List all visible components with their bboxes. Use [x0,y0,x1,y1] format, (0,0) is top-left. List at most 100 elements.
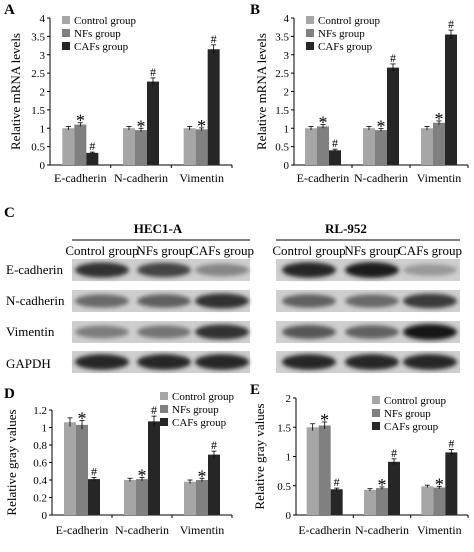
western-blot-panel: HEC1-A RL-952 Control group NFs group CA… [6,221,462,373]
bar-d [184,481,196,515]
significance-hash-b: # [448,17,454,31]
y-tick-label-d: 0.6 [33,458,47,470]
bar-d [196,480,208,515]
legend-label-d: CAFs group [172,417,227,429]
bar-d [148,421,160,515]
blot-band-hec1a [195,354,249,370]
chart-d: 0 0.2 0.4 0.6 0.8 1 1.2 Relative gray values E-c… [4,391,235,537]
y-tick-label-a: 3 [40,50,46,62]
bar-e [306,427,319,515]
y-tick-label-b: 1 [284,123,290,135]
lane-label-hec1a-cafs: CAFs group [190,243,254,258]
panel-letter-a: A [4,2,15,18]
blot-band-hec1a [75,262,129,278]
significance-hash-a: # [150,65,156,79]
blot-cell-line-hec1a: HEC1-A [134,221,183,236]
blot-band-rl952 [403,264,457,276]
y-tick-label-a: 2.5 [31,68,45,80]
bar-b [433,122,445,165]
significance-star-b: * [435,109,444,129]
blot-band-rl952 [282,325,336,339]
significance-star-d: * [78,409,87,429]
chart-e: 0 0.5 1 1.5 2 Relative gray values E-cadherin *… [252,393,469,537]
significance-hash-a: # [211,32,217,46]
bar-e [421,486,434,515]
blot-band-hec1a [75,325,129,339]
x-tick-label-a: E-cadherin [54,171,107,185]
y-tick-label-a: 1.5 [31,105,45,117]
bar-b [421,128,433,165]
blot-band-rl952 [345,294,399,308]
blot-band-hec1a [137,262,191,278]
legend-swatch-b [306,29,314,37]
legend-swatch-a [62,29,70,37]
y-tick-label-e: 0.5 [277,481,291,493]
significance-hash-a: # [89,139,95,153]
bar-d [208,454,220,515]
bar-a [183,128,196,165]
y-tick-label-d: 1 [42,423,48,435]
bar-a [147,81,159,165]
legend-swatch-e [372,409,380,417]
legend-swatch-b [306,16,314,24]
significance-hash-b: # [390,51,396,65]
bar-b [329,150,341,165]
y-tick-label-e: 0 [286,510,292,522]
x-tick-label-d: E-cadherin [56,523,109,537]
blot-band-rl952 [345,325,399,339]
significance-hash-e: # [334,475,340,489]
blot-band-rl952 [345,262,399,278]
significance-hash-b: # [332,136,338,150]
y-tick-label-b: 2.5 [275,68,289,80]
x-tick-label-a: N-cadherin [114,171,168,185]
y-axis-label-a: Relative mRNA levels [8,33,23,150]
blot-band-rl952 [282,294,336,308]
y-tick-label-a: 1 [40,123,46,135]
x-tick-label-a: Vimentin [179,171,224,185]
significance-hash-d: # [151,403,157,417]
x-tick-label-e: Vimentin [417,523,462,537]
legend-swatch-e [372,422,380,430]
bar-d [88,479,100,515]
blot-bands [72,259,460,373]
panel-letter-e: E [250,382,260,398]
legend-label-a: CAFs group [74,41,129,53]
y-tick-label-a: 4 [40,13,46,25]
bar-d [124,480,136,515]
y-tick-label-e: 1 [286,452,292,464]
significance-hash-d: # [211,438,217,452]
blot-band-hec1a [137,354,191,370]
significance-star-b: * [377,117,386,137]
blot-band-rl952 [403,354,457,370]
bar-e [388,461,400,515]
panel-letter-c: C [4,205,15,221]
significance-star-e: * [320,410,329,430]
panel-letter-b: B [250,2,260,18]
blot-row-label-ncadherin: N-cadherin [6,293,65,308]
bar-e [445,452,458,515]
x-tick-label-d: Vimentin [180,523,225,537]
legend-label-d: NFs group [172,404,219,416]
bar-b [305,128,317,165]
legend-swatch-a [62,16,70,24]
bar-a [62,128,75,165]
y-tick-label-d: 0.8 [33,440,47,452]
lane-label-hec1a-nfs: NFs group [136,243,191,258]
y-tick-label-d: 1.2 [33,405,47,417]
bar-a [74,124,87,165]
bar-b [387,67,399,165]
y-tick-label-b: 0 [284,160,290,172]
legend-label-b: NFs group [318,28,365,40]
x-tick-label-b: E-cadherin [297,171,350,185]
bar-e [376,488,388,515]
blot-band-hec1a [195,324,249,340]
bar-e [364,489,376,515]
lane-label-rl952-cafs: CAFs group [398,243,462,258]
blot-band-rl952 [282,354,336,370]
bar-d [136,479,148,515]
bar-e [318,425,331,515]
y-tick-label-e: 2 [286,393,292,405]
significance-star-e: * [435,474,444,494]
legend-label-b: Control group [318,15,381,27]
